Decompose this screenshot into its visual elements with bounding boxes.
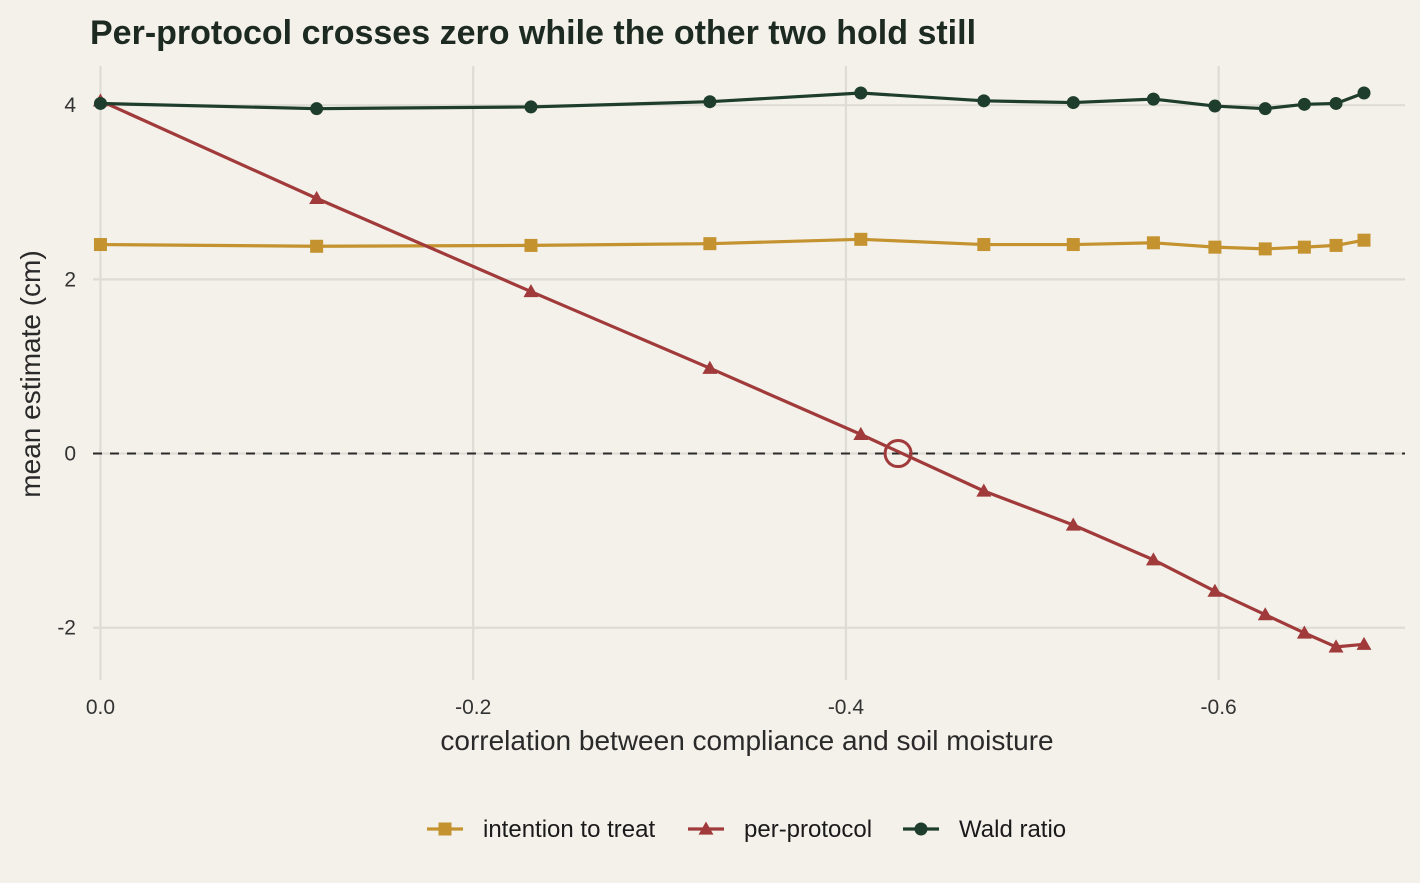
data-point-wald-ratio [1258, 102, 1272, 116]
y-tick-label: 0 [64, 443, 76, 466]
data-point-wald-ratio [1357, 86, 1371, 100]
zero-crossing-marker [883, 439, 913, 469]
x-axis-label: correlation between compliance and soil … [440, 725, 1053, 756]
series-intention-to-treat [93, 232, 1371, 256]
x-tick-label: -0.4 [828, 696, 865, 719]
x-tick-label: -0.2 [455, 696, 491, 719]
x-tick-labels: 0.0 -0.2 -0.4 -0.6 [86, 696, 1237, 719]
data-point-intention-to-treat [1146, 236, 1160, 250]
data-point-wald-ratio [1329, 96, 1343, 110]
series-line-intention-to-treat [100, 237, 1365, 251]
legend-item-intention-to-treat: intention to treat [427, 816, 655, 843]
legend-item-per-protocol: per-protocol [688, 816, 872, 843]
data-point-per-protocol [1065, 517, 1081, 531]
data-point-per-protocol [1296, 625, 1312, 639]
series-line-per-protocol [99, 99, 1365, 649]
y-tick-label: 2 [64, 268, 76, 291]
data-point-per-protocol [702, 360, 718, 374]
data-point-wald-ratio [524, 100, 538, 114]
data-point-per-protocol [976, 483, 992, 497]
legend-swatch-marker [438, 822, 452, 836]
data-point-intention-to-treat [93, 238, 107, 252]
data-point-intention-to-treat [1208, 240, 1222, 254]
data-point-wald-ratio [310, 102, 324, 116]
data-point-wald-ratio [1208, 99, 1222, 113]
data-point-wald-ratio [1146, 92, 1160, 106]
legend: intention to treat per-protocol Wald ratio [427, 816, 1066, 843]
series-group [92, 86, 1372, 653]
legend-label: per-protocol [744, 816, 872, 843]
data-point-per-protocol [1356, 636, 1372, 650]
data-point-intention-to-treat [703, 237, 717, 251]
data-point-intention-to-treat [977, 238, 991, 252]
data-point-intention-to-treat [524, 238, 538, 252]
legend-swatch-marker [914, 822, 928, 836]
data-point-wald-ratio [977, 94, 991, 108]
data-point-intention-to-treat [1066, 238, 1080, 252]
data-point-wald-ratio [93, 96, 107, 110]
legend-swatch-marker [698, 821, 714, 835]
legend-item-wald-ratio: Wald ratio [903, 816, 1066, 843]
data-point-per-protocol [1257, 607, 1273, 621]
zero-crossing-highlight [883, 439, 913, 469]
data-point-per-protocol [523, 284, 539, 298]
x-tick-label: -0.6 [1201, 696, 1237, 719]
data-point-intention-to-treat [1297, 240, 1311, 254]
y-tick-label: -2 [57, 617, 76, 640]
data-point-per-protocol [1328, 639, 1344, 653]
data-point-wald-ratio [1066, 96, 1080, 110]
data-point-per-protocol [1145, 552, 1161, 566]
series-line-wald-ratio [100, 91, 1365, 111]
legend-label: intention to treat [483, 816, 655, 843]
y-axis-label: mean estimate (cm) [15, 250, 46, 497]
y-tick-label: 4 [64, 94, 76, 117]
data-point-per-protocol [309, 190, 325, 204]
series-wald-ratio [93, 86, 1371, 116]
data-point-intention-to-treat [854, 232, 868, 246]
chart-title: Per-protocol crosses zero while the othe… [90, 14, 976, 52]
data-point-per-protocol [853, 426, 869, 441]
series-per-protocol [92, 93, 1372, 653]
data-point-wald-ratio [1297, 97, 1311, 111]
y-tick-labels: 4 2 0 -2 [57, 94, 76, 640]
data-point-intention-to-treat [1357, 233, 1371, 247]
data-point-intention-to-treat [1258, 242, 1272, 256]
x-tick-label: 0.0 [86, 696, 115, 719]
data-point-intention-to-treat [310, 239, 324, 253]
data-point-wald-ratio [854, 86, 868, 100]
data-point-per-protocol [1207, 583, 1223, 597]
data-point-intention-to-treat [1329, 238, 1343, 252]
data-point-wald-ratio [703, 95, 717, 109]
legend-label: Wald ratio [959, 816, 1066, 843]
